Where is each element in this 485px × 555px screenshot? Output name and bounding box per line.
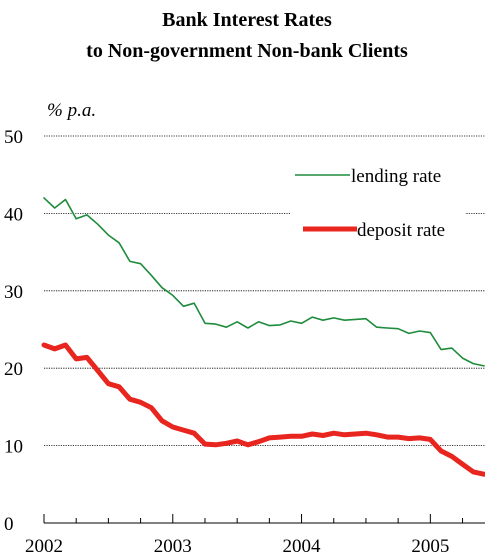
y-tick-labels: 0 10 20 30 40 50: [4, 127, 23, 535]
x-tick-label: 2002: [25, 536, 63, 555]
y-tick-label: 30: [4, 282, 23, 303]
legend: lending rate deposit rate: [290, 158, 465, 258]
x-tick-label: 2005: [411, 536, 449, 555]
chart-subtitle: to Non-government Non-bank Clients: [86, 40, 408, 62]
y-tick-label: 0: [4, 514, 14, 535]
series-line-deposit-rate: [41, 342, 485, 477]
legend-label-deposit-rate: deposit rate: [357, 220, 445, 241]
y-tick-label: 40: [4, 204, 23, 225]
x-tick-label: 2004: [283, 536, 322, 555]
series-line-lending-rate: [43, 197, 485, 367]
x-tick-label: 2003: [154, 536, 192, 555]
x-axis: 2002 2003 2004 2005: [25, 514, 485, 555]
series-lines: [41, 197, 485, 477]
y-tick-label: 20: [4, 359, 23, 380]
legend-label-lending-rate: lending rate: [351, 166, 441, 187]
chart-title: Bank Interest Rates: [162, 9, 332, 31]
y-tick-label: 10: [4, 437, 23, 458]
y-axis-unit-label: % p.a.: [47, 100, 96, 121]
y-tick-label: 50: [4, 127, 23, 148]
